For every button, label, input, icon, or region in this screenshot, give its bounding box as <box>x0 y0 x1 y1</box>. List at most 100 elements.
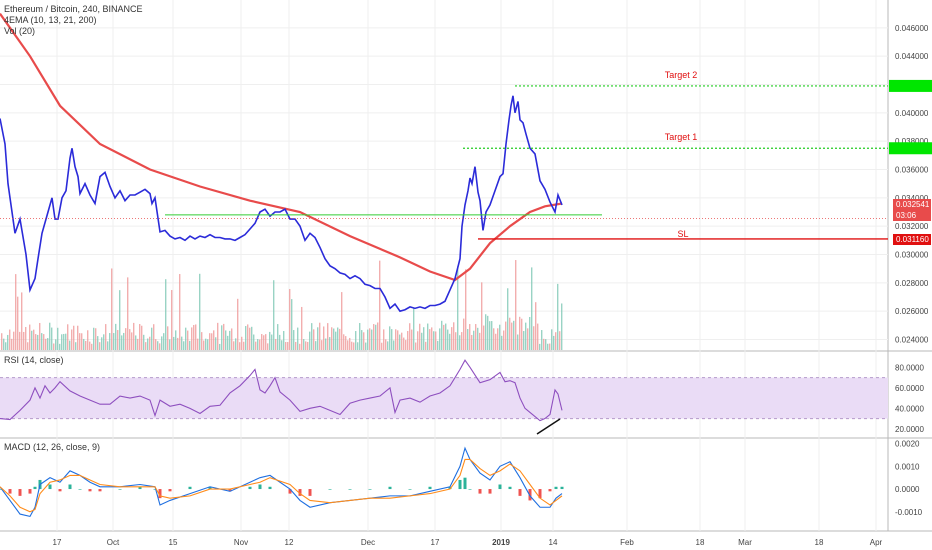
volume-bar <box>325 338 327 350</box>
macd-legend[interactable]: MACD (12, 26, close, 9) <box>4 442 101 452</box>
volume-bar <box>313 329 315 350</box>
volume-bar <box>315 341 317 350</box>
last-price-tag: 0.032541 <box>893 199 931 210</box>
volume-bar <box>535 302 537 350</box>
macd-histogram-bar <box>98 489 102 492</box>
volume-bar <box>479 332 481 350</box>
volume-bar <box>335 331 337 350</box>
y-tick-label: 0.034000 <box>895 194 929 203</box>
volume-bar <box>469 324 471 350</box>
volume-bar <box>275 338 277 350</box>
volume-bar <box>115 323 117 350</box>
volume-bar <box>321 340 323 350</box>
volume-bar <box>167 326 169 350</box>
macd-histogram-bar <box>268 486 272 490</box>
x-tick-label: Apr <box>870 538 883 547</box>
volume-bar <box>253 334 255 350</box>
volume-bar <box>17 296 19 350</box>
y-tick-label: 0.024000 <box>895 336 929 345</box>
volume-bar <box>135 335 137 350</box>
volume-bar <box>107 341 109 350</box>
volume-bar <box>377 322 379 350</box>
volume-bar <box>111 268 113 350</box>
volume-bar <box>333 328 335 350</box>
macd-signal-line <box>0 458 563 513</box>
volume-bar <box>305 341 307 350</box>
volume-bar <box>151 327 153 350</box>
volume-bar <box>477 327 479 350</box>
volume-bar <box>157 341 159 350</box>
volume-bar <box>401 332 403 350</box>
volume-bar <box>133 322 135 350</box>
macd-histogram-bar <box>78 489 82 490</box>
volume-bar <box>521 318 523 350</box>
volume-bar <box>123 332 125 350</box>
volume-bar <box>411 329 413 350</box>
volume-bar <box>399 334 401 350</box>
volume-bar <box>91 343 93 350</box>
macd-histogram-bar <box>463 477 467 490</box>
macd-histogram-bar <box>18 489 22 496</box>
volume-bar <box>515 260 517 350</box>
macd-histogram-bar <box>498 484 502 490</box>
volume-bar <box>255 341 257 350</box>
volume-indicator-label[interactable]: Vol (20) <box>4 26 36 36</box>
volume-bar <box>51 327 53 350</box>
macd-histogram-bar <box>408 489 412 490</box>
volume-bar <box>67 324 69 350</box>
volume-bar <box>207 339 209 350</box>
volume-bar <box>397 330 399 350</box>
volume-bar <box>187 330 189 350</box>
volume-bar <box>559 331 561 350</box>
volume-bar <box>307 341 309 350</box>
volume-bar <box>153 324 155 350</box>
volume-bar <box>501 335 503 350</box>
volume-bar <box>35 334 37 350</box>
rsi-tick-label: 60.0000 <box>895 384 924 393</box>
x-tick-label: 17 <box>53 538 62 547</box>
y-tick-label: 0.028000 <box>895 279 929 288</box>
volume-bar <box>265 334 267 350</box>
volume-bar <box>301 306 303 350</box>
volume-bar <box>23 331 25 350</box>
volume-bar <box>455 332 457 350</box>
volume-bar <box>351 341 353 350</box>
y-tick-label: 0.046000 <box>895 24 929 33</box>
volume-bar <box>531 267 533 350</box>
volume-bar <box>419 323 421 350</box>
volume-bar <box>503 330 505 350</box>
macd-histogram-bar <box>560 486 564 490</box>
ema-indicator-label[interactable]: 4EMA (10, 13, 21, 200) <box>4 15 97 25</box>
volume-bar <box>435 331 437 350</box>
x-tick-label: Dec <box>361 538 375 547</box>
volume-bar <box>125 328 127 350</box>
volume-bar <box>211 333 213 350</box>
volume-bars <box>1 260 563 350</box>
volume-bar <box>309 331 311 350</box>
volume-bar <box>549 343 551 350</box>
volume-bar <box>109 333 111 350</box>
volume-bar <box>93 327 95 350</box>
volume-bar <box>525 322 527 350</box>
volume-bar <box>497 328 499 350</box>
volume-bar <box>25 326 27 350</box>
volume-bar <box>145 342 147 350</box>
volume-bar <box>341 292 343 350</box>
macd-histogram-bar <box>458 479 462 490</box>
y-tick-label: 0.032000 <box>895 222 929 231</box>
volume-bar <box>437 340 439 350</box>
macd-histogram-bar <box>228 489 232 492</box>
volume-bar <box>7 334 9 350</box>
volume-bar <box>155 339 157 350</box>
volume-bar <box>513 320 515 350</box>
volume-bar <box>363 332 365 350</box>
volume-bar <box>31 330 33 350</box>
volume-bar <box>539 343 541 350</box>
volume-bar <box>443 324 445 350</box>
macd-histogram-bar <box>288 489 292 494</box>
volume-bar <box>267 343 269 350</box>
rsi-legend[interactable]: RSI (14, close) <box>4 355 64 365</box>
volume-bar <box>507 288 509 350</box>
macd-histogram-bar <box>298 489 302 496</box>
